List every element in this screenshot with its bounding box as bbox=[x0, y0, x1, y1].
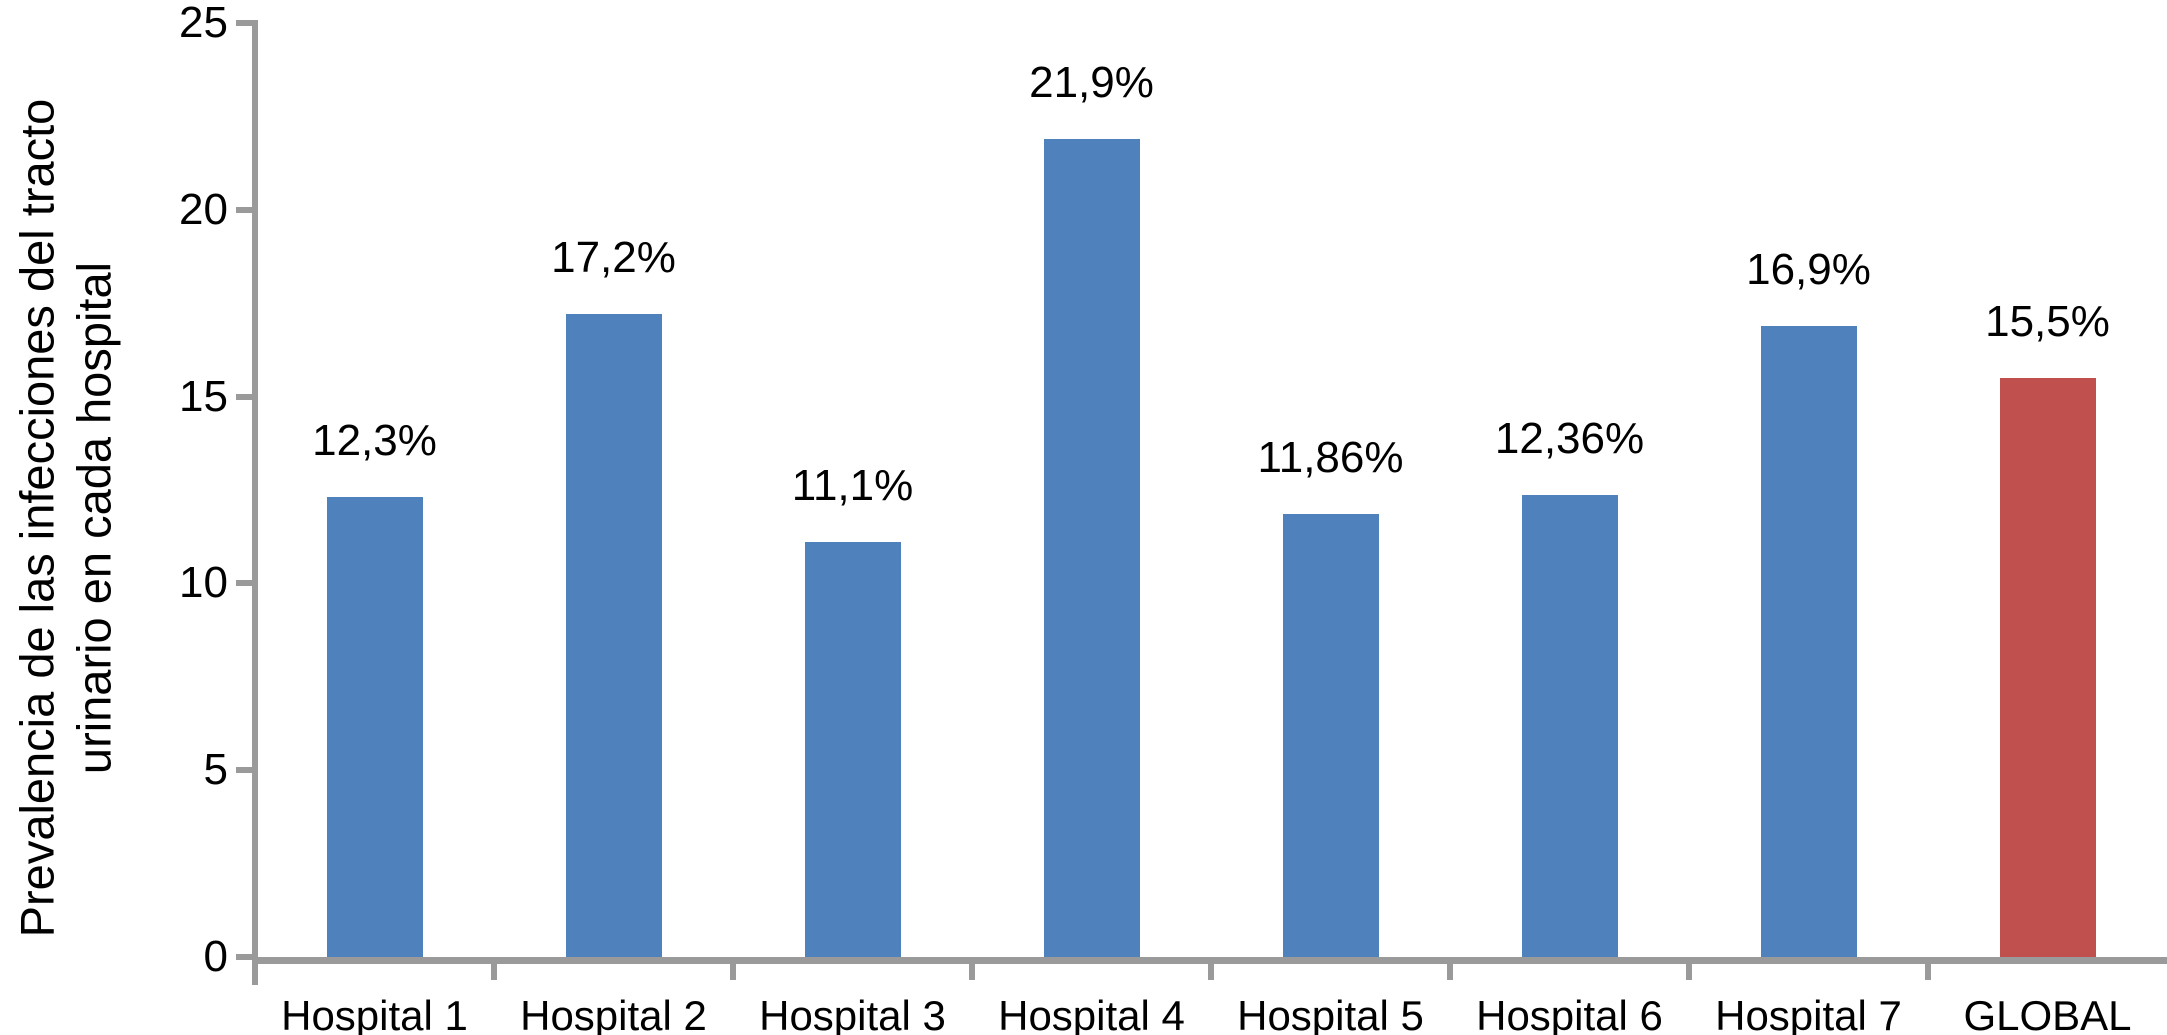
x-category-label: Hospital 6 bbox=[1476, 992, 1663, 1035]
bar-value-label: 15,5% bbox=[1985, 296, 2110, 346]
y-tick-label: 15 bbox=[179, 371, 228, 421]
bar bbox=[1999, 377, 2096, 957]
bar-value-label: 16,9% bbox=[1746, 244, 1871, 294]
y-tick bbox=[236, 206, 258, 213]
x-tick bbox=[1447, 964, 1453, 980]
bar bbox=[804, 542, 901, 957]
y-tick bbox=[236, 954, 258, 960]
y-axis-title: Prevalencia de las infecciones del tract… bbox=[2, 0, 128, 1035]
y-tick bbox=[236, 767, 258, 774]
x-tick bbox=[1686, 964, 1692, 980]
y-axis-line bbox=[252, 20, 258, 985]
bar-value-label: 17,2% bbox=[551, 233, 676, 283]
bar bbox=[1760, 325, 1857, 957]
y-tick-label: 5 bbox=[203, 745, 228, 795]
x-category-label: Hospital 4 bbox=[998, 992, 1185, 1035]
y-tick-label: 0 bbox=[203, 932, 228, 981]
y-tick-label: 25 bbox=[179, 0, 228, 47]
x-tick bbox=[1925, 964, 1931, 980]
bar-value-label: 12,3% bbox=[312, 416, 437, 466]
x-tick bbox=[969, 964, 975, 980]
x-category-label: GLOBAL bbox=[1963, 992, 2132, 1035]
bar bbox=[326, 497, 423, 957]
x-tick bbox=[1208, 964, 1214, 980]
y-tick bbox=[236, 393, 258, 400]
bar-value-label: 12,36% bbox=[1494, 414, 1645, 464]
y-tick bbox=[236, 20, 258, 26]
x-category-label: Hospital 5 bbox=[1237, 992, 1424, 1035]
x-category-label: Hospital 3 bbox=[759, 992, 946, 1035]
bar bbox=[1282, 513, 1379, 957]
bar-value-label: 11,86% bbox=[1257, 432, 1404, 482]
x-category-label: Hospital 2 bbox=[520, 992, 707, 1035]
x-axis-line bbox=[252, 957, 2167, 964]
bar-value-label: 11,1% bbox=[791, 461, 914, 511]
bar bbox=[565, 314, 662, 957]
y-tick-label: 10 bbox=[179, 558, 228, 608]
bar bbox=[1043, 138, 1140, 957]
y-axis-title-line1: Prevalencia de las infecciones del tract… bbox=[10, 98, 64, 937]
y-tick bbox=[236, 580, 258, 587]
bar bbox=[1521, 495, 1618, 957]
x-category-label: Hospital 7 bbox=[1715, 992, 1902, 1035]
y-tick-label: 20 bbox=[179, 184, 228, 234]
x-category-label: Hospital 1 bbox=[281, 992, 468, 1035]
x-tick bbox=[730, 964, 736, 980]
bar-value-label: 21,9% bbox=[1029, 57, 1154, 107]
x-tick bbox=[491, 964, 497, 980]
